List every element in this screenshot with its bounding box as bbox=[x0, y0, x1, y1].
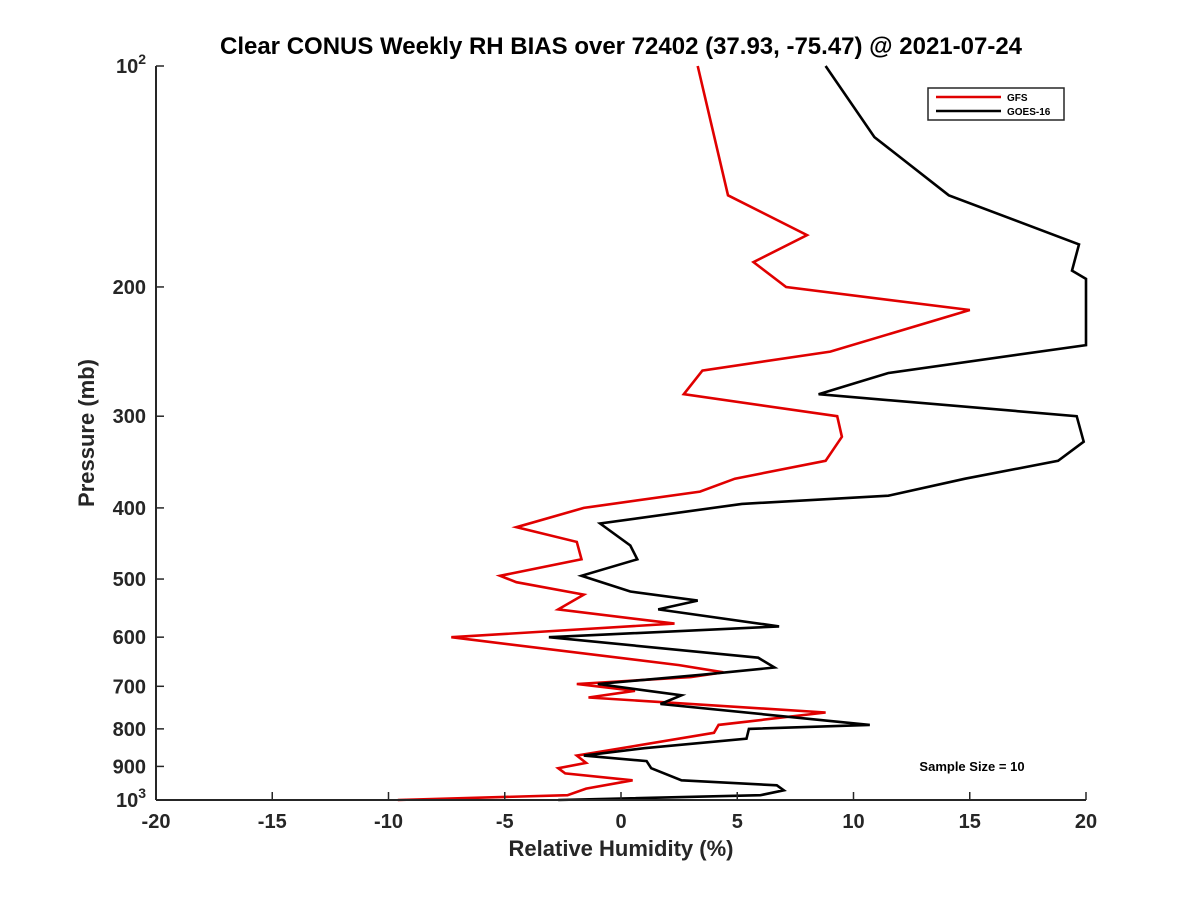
y-tick-label: 900 bbox=[113, 756, 146, 778]
legend: GFS GOES-16 bbox=[927, 87, 1065, 121]
x-tick-label: -15 bbox=[258, 811, 287, 833]
x-tick-label: 0 bbox=[615, 811, 626, 833]
legend-label-gfs: GFS bbox=[1007, 93, 1028, 104]
y-tick-label: 800 bbox=[113, 719, 146, 741]
sample-size-annotation: Sample Size = 10 bbox=[919, 759, 1024, 774]
y-tick-label: 300 bbox=[113, 406, 146, 428]
y-tick-label: 700 bbox=[113, 676, 146, 698]
legend-label-goes-16: GOES-16 bbox=[1007, 107, 1051, 118]
y-axis-label: Pressure (mb) bbox=[74, 359, 99, 507]
y-tick-label: 500 bbox=[113, 569, 146, 591]
y-tick-label: 600 bbox=[113, 627, 146, 649]
x-tick-label: 10 bbox=[842, 811, 864, 833]
y-tick-label: 400 bbox=[113, 498, 146, 520]
x-axis-ticks: -20 -15 -10 -5 0 5 10 15 20 bbox=[142, 792, 1097, 833]
x-tick-label: -10 bbox=[374, 811, 403, 833]
x-tick-label: 20 bbox=[1075, 811, 1097, 833]
chart-title: Clear CONUS Weekly RH BIAS over 72402 (3… bbox=[220, 33, 1023, 60]
x-axis-label: Relative Humidity (%) bbox=[509, 836, 734, 861]
series-line-gfs bbox=[397, 65, 971, 802]
legend-box bbox=[927, 87, 1065, 121]
x-tick-label: 15 bbox=[959, 811, 981, 833]
series-line-goes-16 bbox=[548, 65, 1088, 802]
series-layer bbox=[397, 65, 1088, 802]
y-tick-label: 200 bbox=[113, 277, 146, 299]
x-tick-label: -20 bbox=[142, 811, 171, 833]
x-tick-label: 5 bbox=[732, 811, 743, 833]
x-tick-label: -5 bbox=[496, 811, 514, 833]
